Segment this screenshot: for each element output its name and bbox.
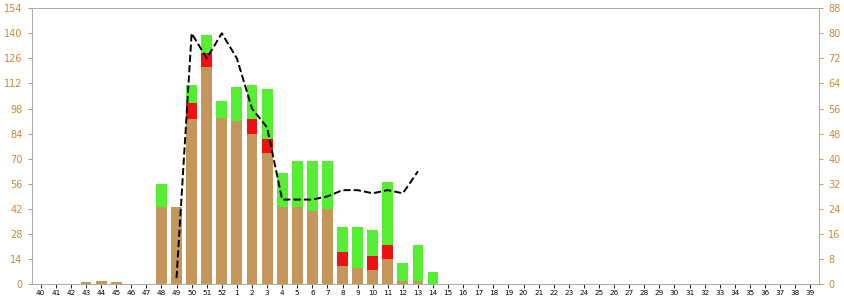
Bar <box>276 173 287 207</box>
Bar <box>186 119 197 284</box>
Bar <box>397 281 408 284</box>
Bar <box>216 118 227 284</box>
Bar <box>352 268 363 284</box>
Bar <box>367 270 377 284</box>
Bar <box>95 281 106 284</box>
Bar <box>337 266 348 284</box>
Bar <box>262 153 272 284</box>
Bar <box>397 263 408 281</box>
Bar <box>262 89 272 139</box>
Bar <box>246 85 257 119</box>
Bar <box>201 67 212 284</box>
Bar <box>201 53 212 67</box>
Bar <box>306 211 317 284</box>
Bar <box>80 283 91 284</box>
Bar <box>381 182 392 245</box>
Bar <box>337 227 348 252</box>
Bar <box>291 207 302 284</box>
Bar <box>352 227 363 268</box>
Bar <box>170 207 181 284</box>
Bar <box>367 230 377 256</box>
Bar <box>201 35 212 53</box>
Bar <box>231 87 242 121</box>
Bar <box>412 245 423 281</box>
Bar <box>427 272 438 284</box>
Bar <box>291 160 302 207</box>
Bar <box>111 283 122 284</box>
Bar <box>381 245 392 259</box>
Bar <box>246 119 257 134</box>
Bar <box>412 281 423 284</box>
Bar <box>246 134 257 284</box>
Bar <box>367 256 377 270</box>
Bar <box>186 85 197 103</box>
Bar <box>156 184 166 207</box>
Bar <box>216 101 227 118</box>
Bar <box>186 103 197 119</box>
Bar <box>262 139 272 153</box>
Bar <box>231 121 242 284</box>
Bar <box>306 160 317 211</box>
Bar <box>276 207 287 284</box>
Bar <box>322 209 333 284</box>
Bar <box>156 207 166 284</box>
Bar <box>337 252 348 266</box>
Bar <box>322 160 333 209</box>
Bar <box>381 259 392 284</box>
